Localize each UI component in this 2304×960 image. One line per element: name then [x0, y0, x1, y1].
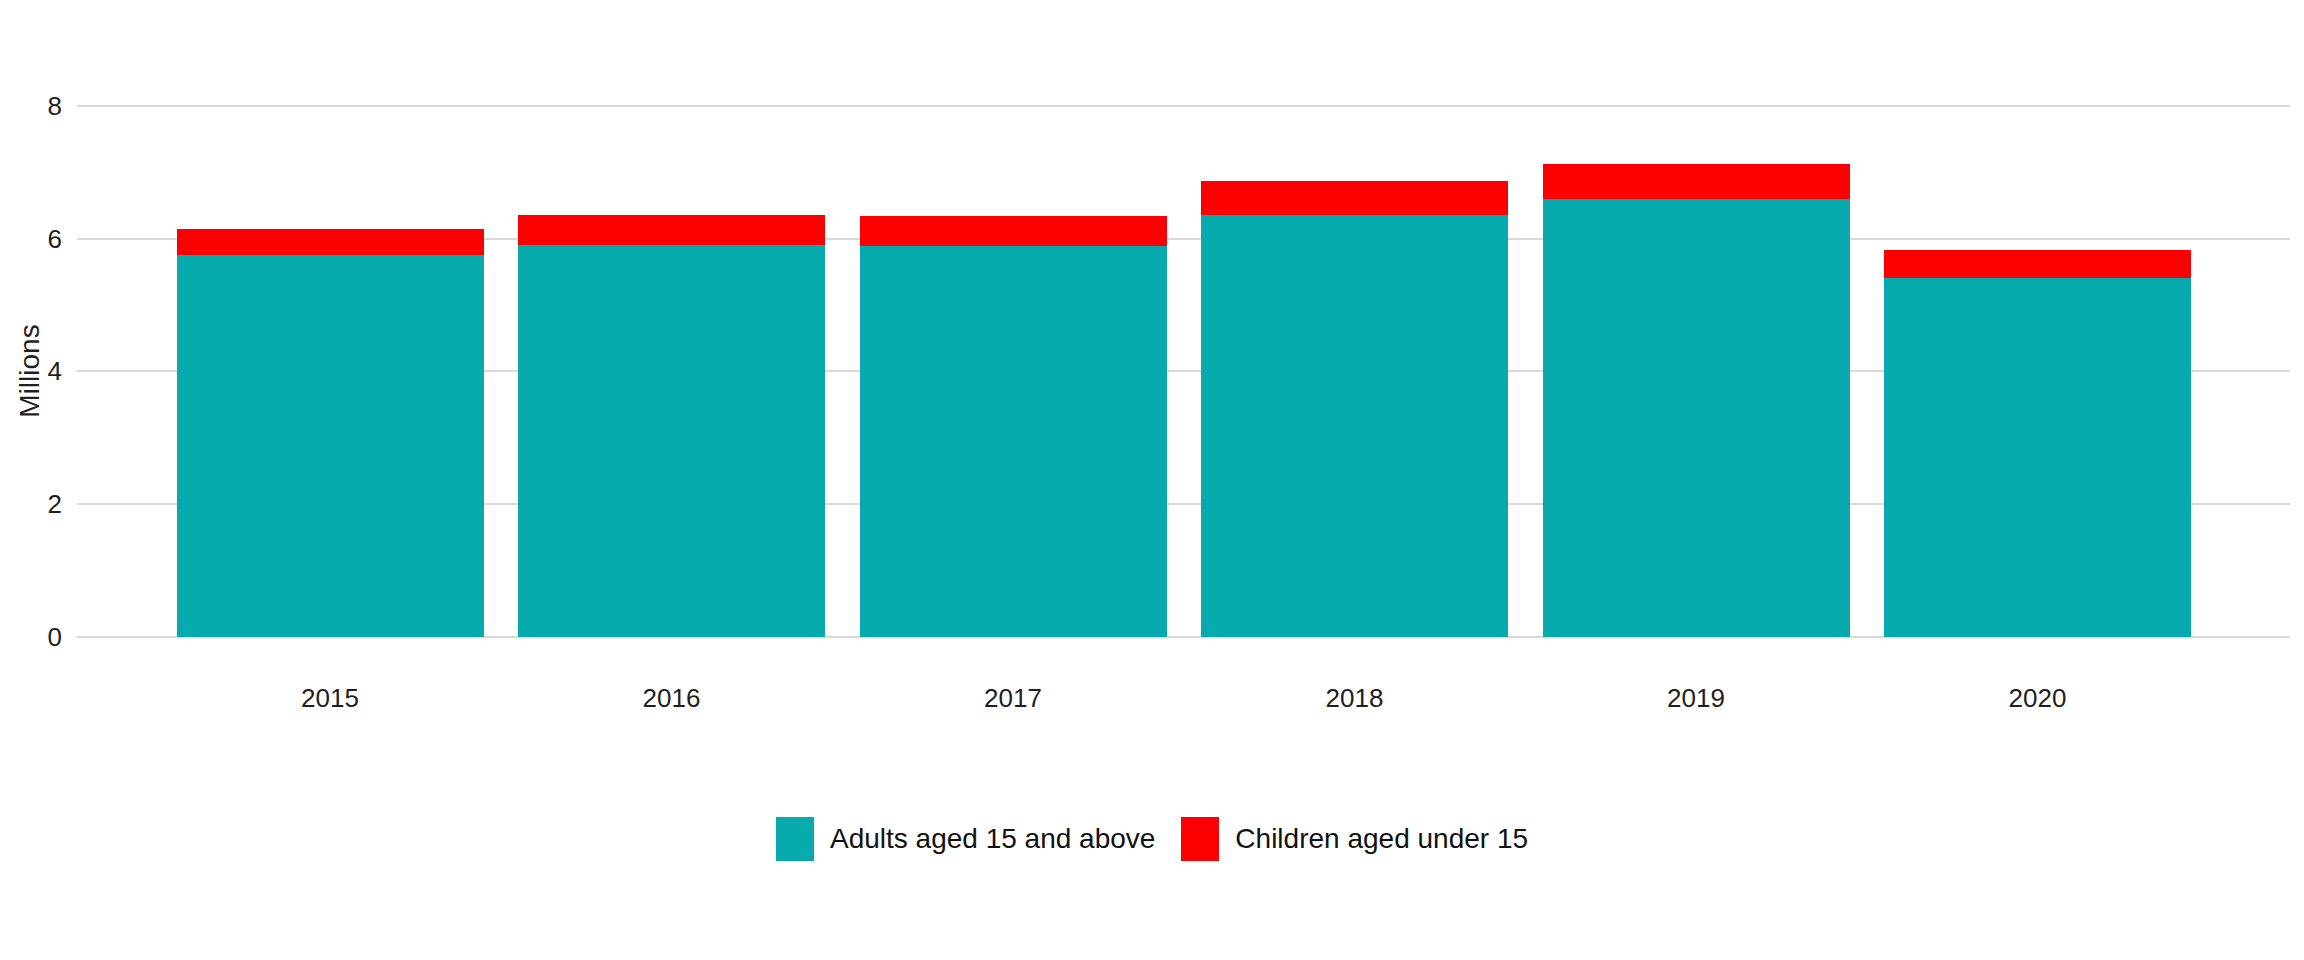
- y-tick-label-8: 8: [0, 90, 62, 122]
- legend-label: Adults aged 15 and above: [830, 817, 1155, 861]
- x-tick-label-2017: 2017: [843, 683, 1183, 714]
- bar-2017-adults[interactable]: [860, 246, 1167, 637]
- bar-2019-adults[interactable]: [1543, 199, 1850, 637]
- y-tick-label-0: 0: [0, 621, 62, 653]
- bar-2015-adults[interactable]: [177, 255, 484, 637]
- x-tick-label-2015: 2015: [160, 683, 500, 714]
- bar-2020-adults[interactable]: [1884, 278, 2191, 637]
- y-axis-title: Millions: [14, 324, 46, 417]
- bar-2018-adults[interactable]: [1201, 215, 1508, 637]
- bar-2017-children[interactable]: [860, 216, 1167, 246]
- legend-item-children[interactable]: Children aged under 15: [1181, 817, 1528, 861]
- y-tick-label-6: 6: [0, 223, 62, 255]
- gridline-y-8: [77, 105, 2290, 107]
- legend-swatch-children: [1181, 817, 1219, 861]
- y-tick-label-2: 2: [0, 488, 62, 520]
- bar-2019-children[interactable]: [1543, 164, 1850, 199]
- legend-item-adults[interactable]: Adults aged 15 and above: [776, 817, 1155, 861]
- bar-2015-children[interactable]: [177, 229, 484, 255]
- x-tick-label-2019: 2019: [1526, 683, 1866, 714]
- bar-2018-children[interactable]: [1201, 181, 1508, 215]
- legend-swatch-adults: [776, 817, 814, 861]
- legend: Adults aged 15 and above Children aged un…: [0, 817, 2304, 861]
- x-tick-label-2018: 2018: [1185, 683, 1525, 714]
- bar-2016-children[interactable]: [518, 215, 825, 245]
- legend-label: Children aged under 15: [1235, 817, 1528, 861]
- bar-2020-children[interactable]: [1884, 250, 2191, 278]
- stacked-bar-chart: 02468201520162017201820192020 Millions A…: [0, 0, 2304, 960]
- x-tick-label-2016: 2016: [502, 683, 842, 714]
- bar-2016-adults[interactable]: [518, 245, 825, 637]
- x-tick-label-2020: 2020: [1868, 683, 2208, 714]
